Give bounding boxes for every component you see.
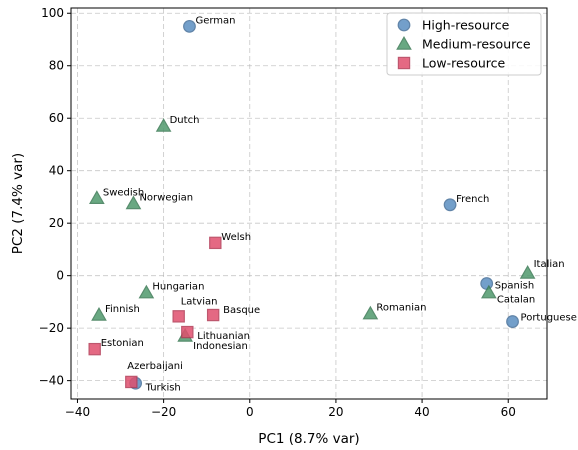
data-point-estonian xyxy=(88,342,101,356)
legend-marker-high-resource xyxy=(397,18,411,32)
data-point-azerbaijani xyxy=(125,375,138,389)
point-label-german: German xyxy=(195,15,235,26)
y-tick-label: 60 xyxy=(49,111,64,125)
legend: High-resource Medium-resource Low-resource xyxy=(386,12,542,76)
legend-marker-low-resource xyxy=(397,56,411,70)
data-point-dutch xyxy=(155,118,172,132)
point-labels: German French Spanish Portuguese Turkish Dutc… xyxy=(101,15,577,393)
legend-label-low-resource: Low-resource xyxy=(422,56,506,71)
y-tick-label: 40 xyxy=(49,164,64,178)
y-axis-label: PC2 (7.4% var) xyxy=(10,153,26,254)
data-point-catalan xyxy=(481,284,497,299)
y-tick-label: −20 xyxy=(39,321,64,335)
y-tick-label: 0 xyxy=(56,269,64,283)
data-point-french xyxy=(443,198,457,212)
legend-box xyxy=(386,12,542,76)
point-label-lithuanian: Lithuanian xyxy=(197,331,250,342)
axis-ticks: −40 −20 0 20 40 60 −40 −20 0 20 40 60 80 100 xyxy=(39,6,516,419)
data-point-finnish xyxy=(91,307,107,321)
data-point-lithuanian xyxy=(181,325,194,339)
point-label-estonian: Estonian xyxy=(101,338,144,349)
point-label-norwegian: Norwegian xyxy=(139,193,193,204)
data-point-portuguese xyxy=(506,315,519,328)
point-label-indonesian: Indonesian xyxy=(193,341,248,352)
x-tick-label: 40 xyxy=(414,405,429,419)
point-label-italian: Italian xyxy=(534,259,565,270)
data-point-latvian xyxy=(172,310,185,323)
point-label-turkish: Turkish xyxy=(145,382,181,393)
point-label-dutch: Dutch xyxy=(170,115,200,126)
point-label-spanish: Spanish xyxy=(495,281,535,292)
plot-frame xyxy=(70,7,548,400)
y-tick-label: 100 xyxy=(41,6,64,20)
x-tick-label: 60 xyxy=(501,405,516,419)
data-point-hungarian xyxy=(138,284,155,299)
legend-label-high-resource: High-resource xyxy=(422,18,510,33)
data-point-swedish xyxy=(89,190,105,204)
point-label-hungarian: Hungarian xyxy=(152,282,204,293)
y-tick-label: 20 xyxy=(49,216,64,230)
y-tick-label: 80 xyxy=(49,59,64,73)
point-label-welsh: Welsh xyxy=(221,232,251,243)
point-label-finnish: Finnish xyxy=(105,304,140,315)
point-label-french: French xyxy=(456,194,489,205)
point-label-latvian: Latvian xyxy=(181,296,218,307)
x-axis-label: PC1 (8.7% var) xyxy=(258,431,359,447)
point-label-portuguese: Portuguese xyxy=(521,313,577,324)
x-tick-label: 0 xyxy=(246,405,254,419)
data-points xyxy=(88,19,536,390)
legend-label-medium-resource: Medium-resource xyxy=(422,37,531,52)
data-point-german xyxy=(183,19,196,33)
x-tick-label: 20 xyxy=(328,405,343,419)
point-label-swedish: Swedish xyxy=(103,187,144,198)
data-point-spanish xyxy=(480,277,494,290)
point-label-catalan: Catalan xyxy=(497,295,535,306)
point-label-basque: Basque xyxy=(223,305,260,316)
x-tick-label: −20 xyxy=(151,405,176,419)
point-label-romanian: Romanian xyxy=(376,303,426,314)
data-point-norwegian xyxy=(125,195,142,210)
y-tick-label: −40 xyxy=(39,374,64,388)
data-point-welsh xyxy=(209,236,222,250)
legend-marker-medium-resource xyxy=(396,35,412,50)
data-point-italian xyxy=(519,265,536,279)
data-point-romanian xyxy=(362,305,379,320)
point-label-azerbaijani: Azerbaijani xyxy=(127,361,183,372)
x-tick-label: −40 xyxy=(65,405,90,419)
data-point-basque xyxy=(206,308,220,322)
